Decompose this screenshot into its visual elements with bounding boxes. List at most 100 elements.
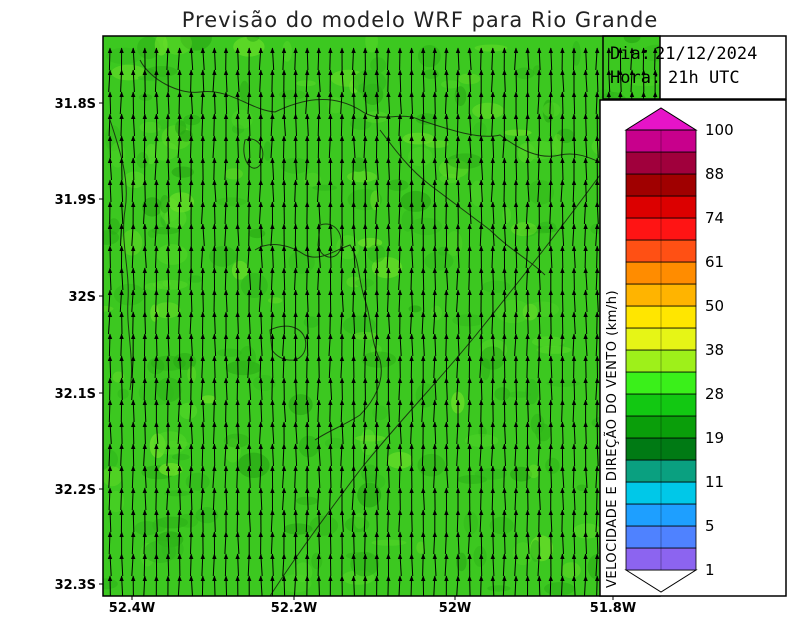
wind-arrow <box>444 157 449 181</box>
wind-speed-patch <box>224 438 241 463</box>
wind-arrow <box>142 69 147 93</box>
wind-arrow <box>189 245 194 269</box>
wind-arrow <box>247 311 252 335</box>
wind-speed-patch <box>623 36 641 44</box>
wind-arrow <box>513 113 519 137</box>
wind-arrow <box>363 399 368 423</box>
wind-arrow <box>328 69 333 93</box>
wind-arrow <box>537 245 542 269</box>
wind-arrow <box>363 487 368 511</box>
wind-arrow <box>583 91 588 115</box>
wind-arrow <box>235 135 240 159</box>
wind-arrow <box>154 399 159 422</box>
wind-arrow <box>305 531 310 555</box>
wind-arrow <box>200 421 205 445</box>
wind-arrow <box>258 443 263 467</box>
wind-arrow <box>525 531 530 555</box>
wind-arrow <box>200 333 205 357</box>
wind-arrow <box>479 289 484 313</box>
wind-speed-patch <box>188 275 203 283</box>
wind-arrow <box>455 245 461 269</box>
wind-arrow <box>560 179 565 203</box>
wind-arrow <box>154 465 159 489</box>
wind-arrow <box>363 421 368 445</box>
wind-arrow <box>258 179 263 203</box>
wind-arrow <box>281 267 287 291</box>
wind-arrow <box>223 575 229 596</box>
wind-arrow <box>525 289 530 313</box>
wind-arrow <box>258 487 263 511</box>
wind-arrow <box>165 443 171 467</box>
wind-speed-patch <box>489 516 514 535</box>
wind-arrow <box>560 113 565 137</box>
wind-arrow <box>560 598 564 618</box>
wind-arrow <box>641 69 646 93</box>
wind-arrow <box>525 157 530 181</box>
wind-arrow <box>397 289 403 313</box>
wind-arrow <box>107 509 113 533</box>
wind-arrow <box>142 509 147 533</box>
wind-arrow <box>548 179 553 203</box>
wind-arrow <box>397 377 403 401</box>
wind-arrow <box>502 201 507 225</box>
wind-arrow <box>409 47 414 71</box>
wind-arrow <box>363 245 368 269</box>
wind-arrow <box>317 598 321 618</box>
wind-speed-patch <box>355 278 374 288</box>
wind-arrow <box>281 69 287 93</box>
wind-speed-patch <box>387 179 409 191</box>
wind-arrow <box>432 465 437 489</box>
wind-arrow <box>571 311 577 335</box>
wind-speed-patch <box>370 190 381 211</box>
wind-arrow <box>165 91 171 115</box>
wind-arrow <box>571 157 577 180</box>
wind-arrow <box>351 69 356 93</box>
wind-arrow <box>293 333 298 357</box>
wind-arrow <box>479 333 484 357</box>
wind-arrow <box>165 201 171 225</box>
wind-arrow <box>479 47 484 71</box>
wind-arrow <box>305 135 310 158</box>
wind-arrow <box>189 179 194 203</box>
wind-arrow <box>548 333 553 357</box>
wind-arrow <box>363 113 368 137</box>
wind-arrow <box>490 399 495 423</box>
wind-arrow <box>513 267 519 291</box>
wind-arrow <box>247 553 252 577</box>
wind-arrow <box>490 311 495 335</box>
coastline-small-lake <box>243 138 264 169</box>
wind-arrow <box>293 223 298 247</box>
wind-arrow <box>328 421 333 445</box>
wind-arrow <box>351 267 356 291</box>
wind-arrow <box>235 157 240 181</box>
wind-arrow <box>409 509 414 533</box>
wind-arrow <box>444 465 449 489</box>
wind-arrow <box>455 487 461 510</box>
wind-arrow <box>502 377 507 401</box>
wind-speed-patch <box>439 173 460 184</box>
wind-arrow <box>374 465 379 489</box>
wind-arrow <box>270 157 275 181</box>
wind-arrow <box>293 289 298 312</box>
wind-arrow <box>293 245 298 269</box>
wind-arrow <box>293 377 298 401</box>
wind-arrow <box>258 91 263 115</box>
coastline-estuary <box>254 244 382 441</box>
wind-arrow <box>432 443 437 467</box>
wind-arrow <box>189 443 194 467</box>
wind-arrow <box>281 135 287 159</box>
wind-speed-patch <box>231 109 253 129</box>
wind-arrow <box>131 245 136 269</box>
wind-arrow <box>397 245 403 269</box>
wind-arrow <box>374 355 379 379</box>
wind-arrow <box>525 135 530 159</box>
wind-arrow <box>316 421 321 445</box>
wind-arrow <box>212 553 217 577</box>
wind-arrow <box>363 267 368 291</box>
wind-arrow <box>316 179 321 203</box>
wind-arrow <box>107 47 113 71</box>
wind-arrow <box>107 487 113 511</box>
wind-arrow <box>200 179 205 203</box>
wind-arrow <box>258 421 263 445</box>
wind-arrow <box>165 509 171 532</box>
